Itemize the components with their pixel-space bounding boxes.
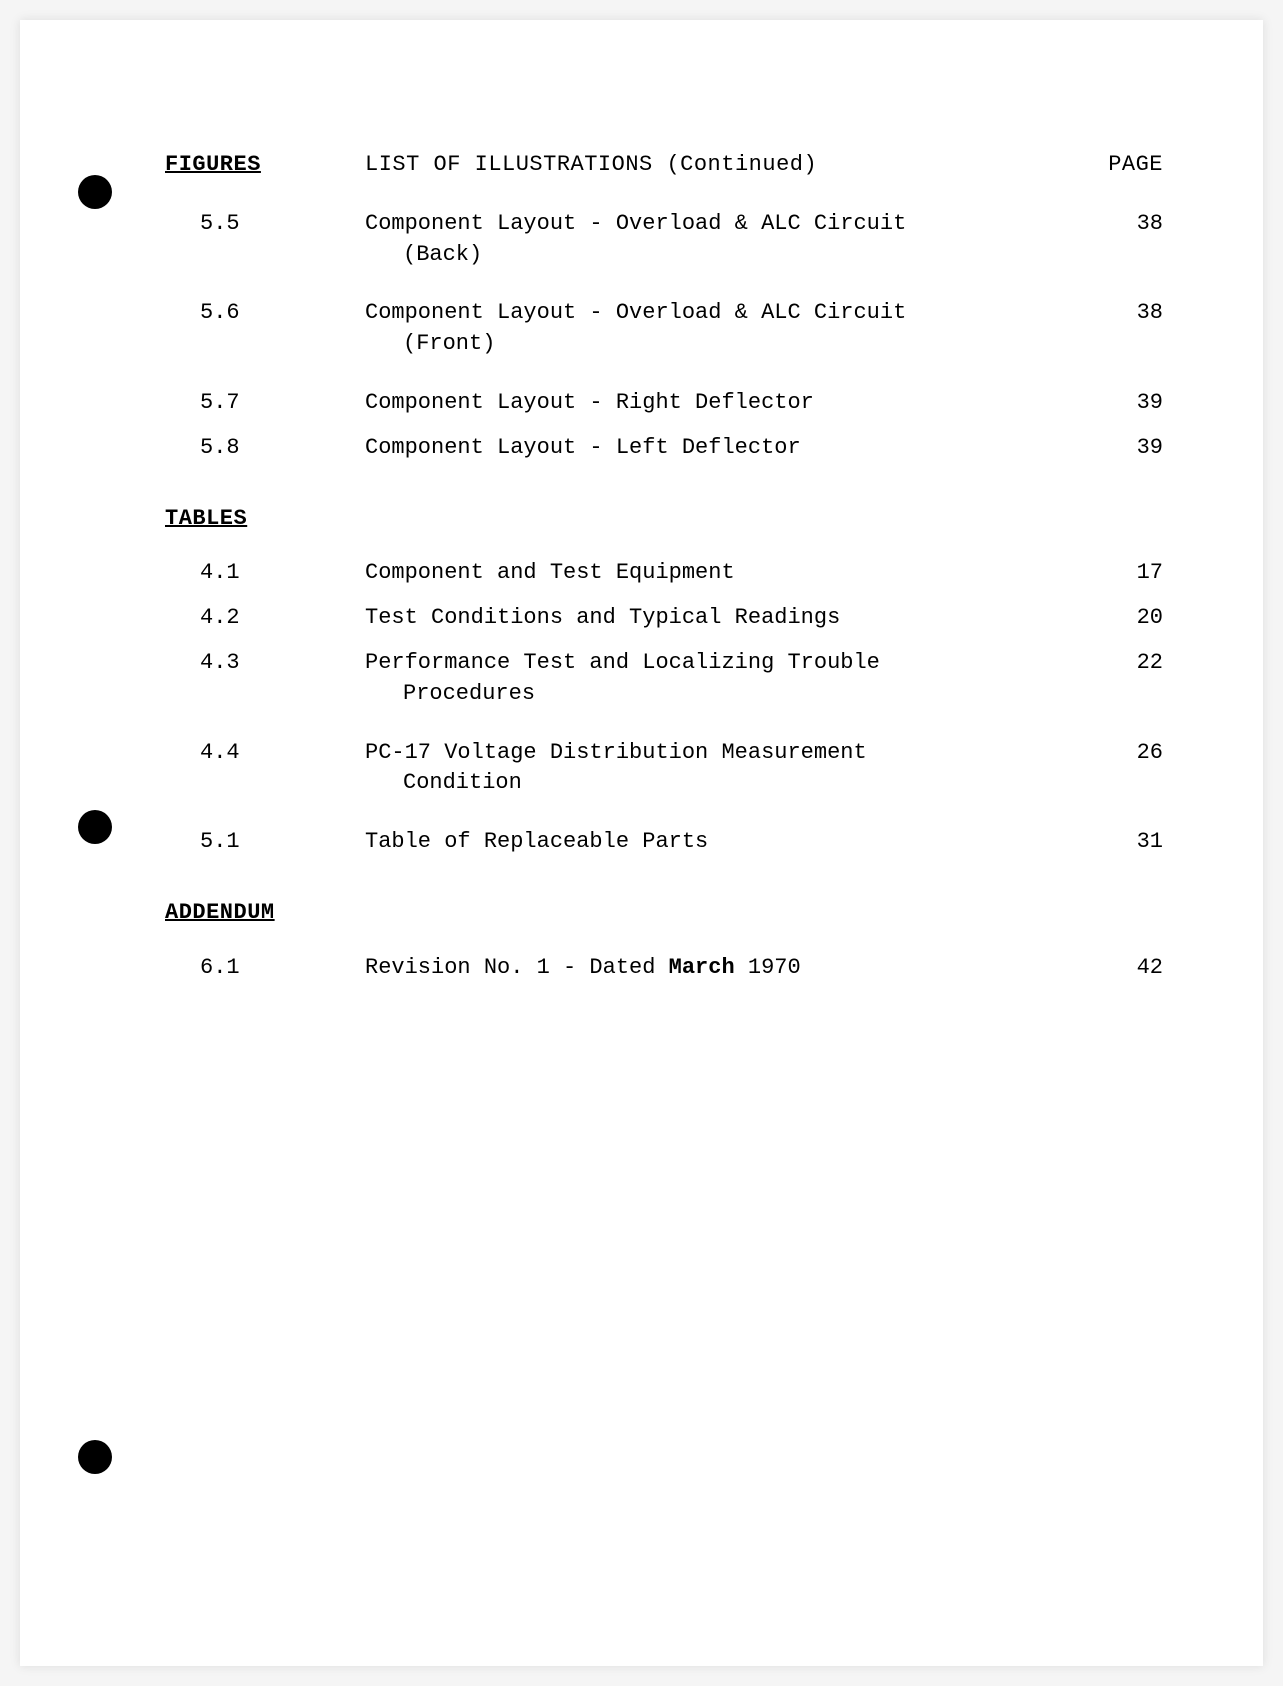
table-entry: 4.2 Test Conditions and Typical Readings… [165,603,1163,634]
hole-punch-icon [78,810,112,844]
entry-page: 39 [1083,433,1163,464]
entry-number: 5.1 [165,827,365,858]
entry-description: Revision No. 1 - Dated March 1970 [365,953,1083,984]
entry-description: Component and Test Equipment [365,558,1083,589]
entry-line1: PC-17 Voltage Distribution Measurement [365,740,867,765]
entry-description: Component Layout - Right Deflector [365,388,1083,419]
addendum-entry: 6.1 Revision No. 1 - Dated March 1970 42 [165,953,1163,984]
entry-page: 42 [1083,953,1163,984]
figure-entry: 5.5 Component Layout - Overload & ALC Ci… [165,209,1163,271]
entry-page: 22 [1083,648,1163,710]
header-row: FIGURES LIST OF ILLUSTRATIONS (Continued… [165,150,1163,181]
hole-punch-icon [78,175,112,209]
table-entry: 4.3 Performance Test and Localizing Trou… [165,648,1163,710]
entry-page: 31 [1083,827,1163,858]
entry-description: PC-17 Voltage Distribution Measurement C… [365,738,1083,800]
entry-page: 39 [1083,388,1163,419]
entry-number: 5.6 [165,298,365,360]
entry-description: Test Conditions and Typical Readings [365,603,1083,634]
entry-line2: Condition [365,768,1043,799]
figure-entry: 5.6 Component Layout - Overload & ALC Ci… [165,298,1163,360]
hole-punch-icon [78,1440,112,1474]
table-entry: 5.1 Table of Replaceable Parts 31 [165,827,1163,858]
entry-description: Performance Test and Localizing Trouble … [365,648,1083,710]
entry-description: Component Layout - Overload & ALC Circui… [365,209,1083,271]
entry-number: 4.4 [165,738,365,800]
entry-line2: (Front) [365,329,1043,360]
tables-heading: TABLES [165,504,1163,535]
table-entry: 4.4 PC-17 Voltage Distribution Measureme… [165,738,1163,800]
page-heading: PAGE [1083,150,1163,181]
entry-number: 6.1 [165,953,365,984]
entry-description: Table of Replaceable Parts [365,827,1083,858]
entry-description: Component Layout - Left Deflector [365,433,1083,464]
entry-pre: Revision No. 1 - Dated [365,955,669,980]
entry-line1: Component Layout - Overload & ALC Circui… [365,300,906,325]
entry-line1: Component Layout - Overload & ALC Circui… [365,211,906,236]
entry-post: 1970 [735,955,801,980]
entry-number: 5.7 [165,388,365,419]
figure-entry: 5.7 Component Layout - Right Deflector 3… [165,388,1163,419]
document-page: FIGURES LIST OF ILLUSTRATIONS (Continued… [20,20,1263,1666]
entry-page: 38 [1083,209,1163,271]
entry-page: 20 [1083,603,1163,634]
entry-page: 38 [1083,298,1163,360]
entry-line2: (Back) [365,240,1043,271]
figure-entry: 5.8 Component Layout - Left Deflector 39 [165,433,1163,464]
table-entry: 4.1 Component and Test Equipment 17 [165,558,1163,589]
entry-line2: Procedures [365,679,1043,710]
figures-heading: FIGURES [165,150,365,181]
content-area: FIGURES LIST OF ILLUSTRATIONS (Continued… [165,150,1163,984]
entry-line1: Performance Test and Localizing Trouble [365,650,880,675]
entry-number: 5.5 [165,209,365,271]
entry-description: Component Layout - Overload & ALC Circui… [365,298,1083,360]
entry-number: 5.8 [165,433,365,464]
addendum-heading: ADDENDUM [165,898,1163,929]
entry-page: 17 [1083,558,1163,589]
entry-bold: March [669,955,735,980]
entry-number: 4.3 [165,648,365,710]
entry-number: 4.1 [165,558,365,589]
entry-page: 26 [1083,738,1163,800]
entry-number: 4.2 [165,603,365,634]
list-title: LIST OF ILLUSTRATIONS (Continued) [365,150,1083,181]
